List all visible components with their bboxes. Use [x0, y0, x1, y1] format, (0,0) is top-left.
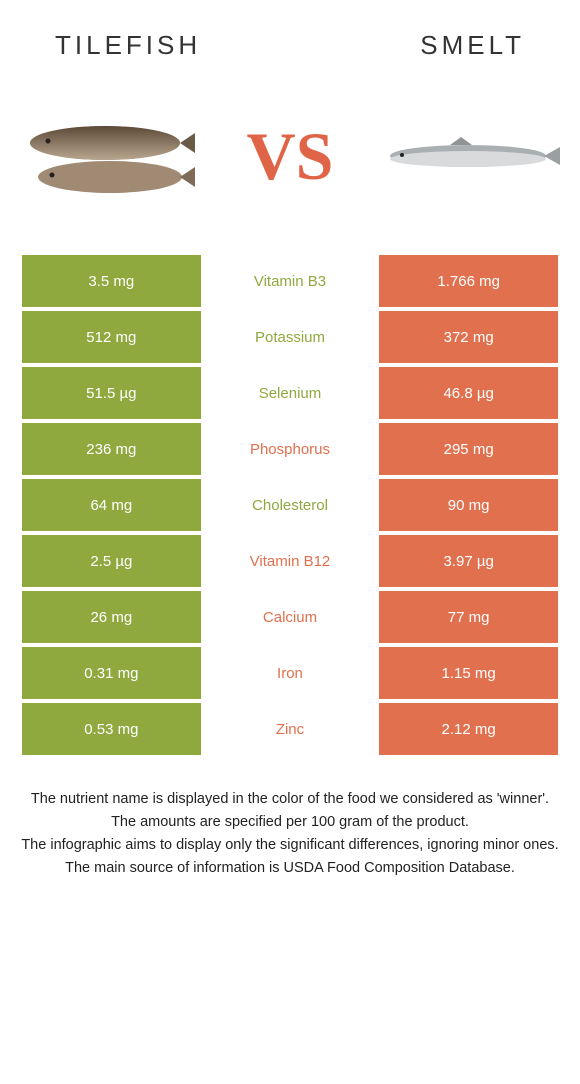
- right-value: 372 mg: [379, 311, 558, 363]
- nutrient-name: Vitamin B12: [201, 535, 380, 587]
- right-value: 2.12 mg: [379, 703, 558, 755]
- footnote-line: The infographic aims to display only the…: [20, 835, 560, 856]
- right-value: 295 mg: [379, 423, 558, 475]
- nutrient-name: Calcium: [201, 591, 380, 643]
- left-value: 2.5 µg: [22, 535, 201, 587]
- left-value: 64 mg: [22, 479, 201, 531]
- table-row: 236 mgPhosphorus295 mg: [22, 423, 558, 475]
- nutrient-name: Cholesterol: [201, 479, 380, 531]
- nutrient-name: Potassium: [201, 311, 380, 363]
- right-value: 46.8 µg: [379, 367, 558, 419]
- right-value: 77 mg: [379, 591, 558, 643]
- table-row: 26 mgCalcium77 mg: [22, 591, 558, 643]
- title-row: Tilefish Smelt: [0, 0, 580, 71]
- left-value: 512 mg: [22, 311, 201, 363]
- table-row: 512 mgPotassium372 mg: [22, 311, 558, 363]
- left-value: 3.5 mg: [22, 255, 201, 307]
- footnote-line: The nutrient name is displayed in the co…: [20, 789, 560, 810]
- left-value: 26 mg: [22, 591, 201, 643]
- right-value: 90 mg: [379, 479, 558, 531]
- left-food-title: Tilefish: [55, 30, 201, 61]
- table-row: 0.53 mgZinc2.12 mg: [22, 703, 558, 755]
- right-food-title: Smelt: [420, 30, 525, 61]
- nutrient-name: Selenium: [201, 367, 380, 419]
- nutrient-name: Zinc: [201, 703, 380, 755]
- nutrient-name: Iron: [201, 647, 380, 699]
- table-row: 51.5 µgSelenium46.8 µg: [22, 367, 558, 419]
- vs-row: VS: [0, 71, 580, 251]
- nutrient-name: Vitamin B3: [201, 255, 380, 307]
- footnote-line: The main source of information is USDA F…: [20, 858, 560, 879]
- right-value: 1.766 mg: [379, 255, 558, 307]
- right-value: 1.15 mg: [379, 647, 558, 699]
- footnotes: The nutrient name is displayed in the co…: [0, 759, 580, 879]
- left-value: 0.53 mg: [22, 703, 201, 755]
- right-value: 3.97 µg: [379, 535, 558, 587]
- table-row: 64 mgCholesterol90 mg: [22, 479, 558, 531]
- table-row: 0.31 mgIron1.15 mg: [22, 647, 558, 699]
- nutrient-table: 3.5 mgVitamin B31.766 mg512 mgPotassium3…: [22, 251, 558, 759]
- nutrient-name: Phosphorus: [201, 423, 380, 475]
- left-value: 51.5 µg: [22, 367, 201, 419]
- tilefish-image: [20, 101, 200, 211]
- left-value: 0.31 mg: [22, 647, 201, 699]
- table-row: 2.5 µgVitamin B123.97 µg: [22, 535, 558, 587]
- vs-label: VS: [247, 117, 334, 196]
- footnote-line: The amounts are specified per 100 gram o…: [20, 812, 560, 833]
- table-row: 3.5 mgVitamin B31.766 mg: [22, 255, 558, 307]
- smelt-image: [380, 101, 560, 211]
- left-value: 236 mg: [22, 423, 201, 475]
